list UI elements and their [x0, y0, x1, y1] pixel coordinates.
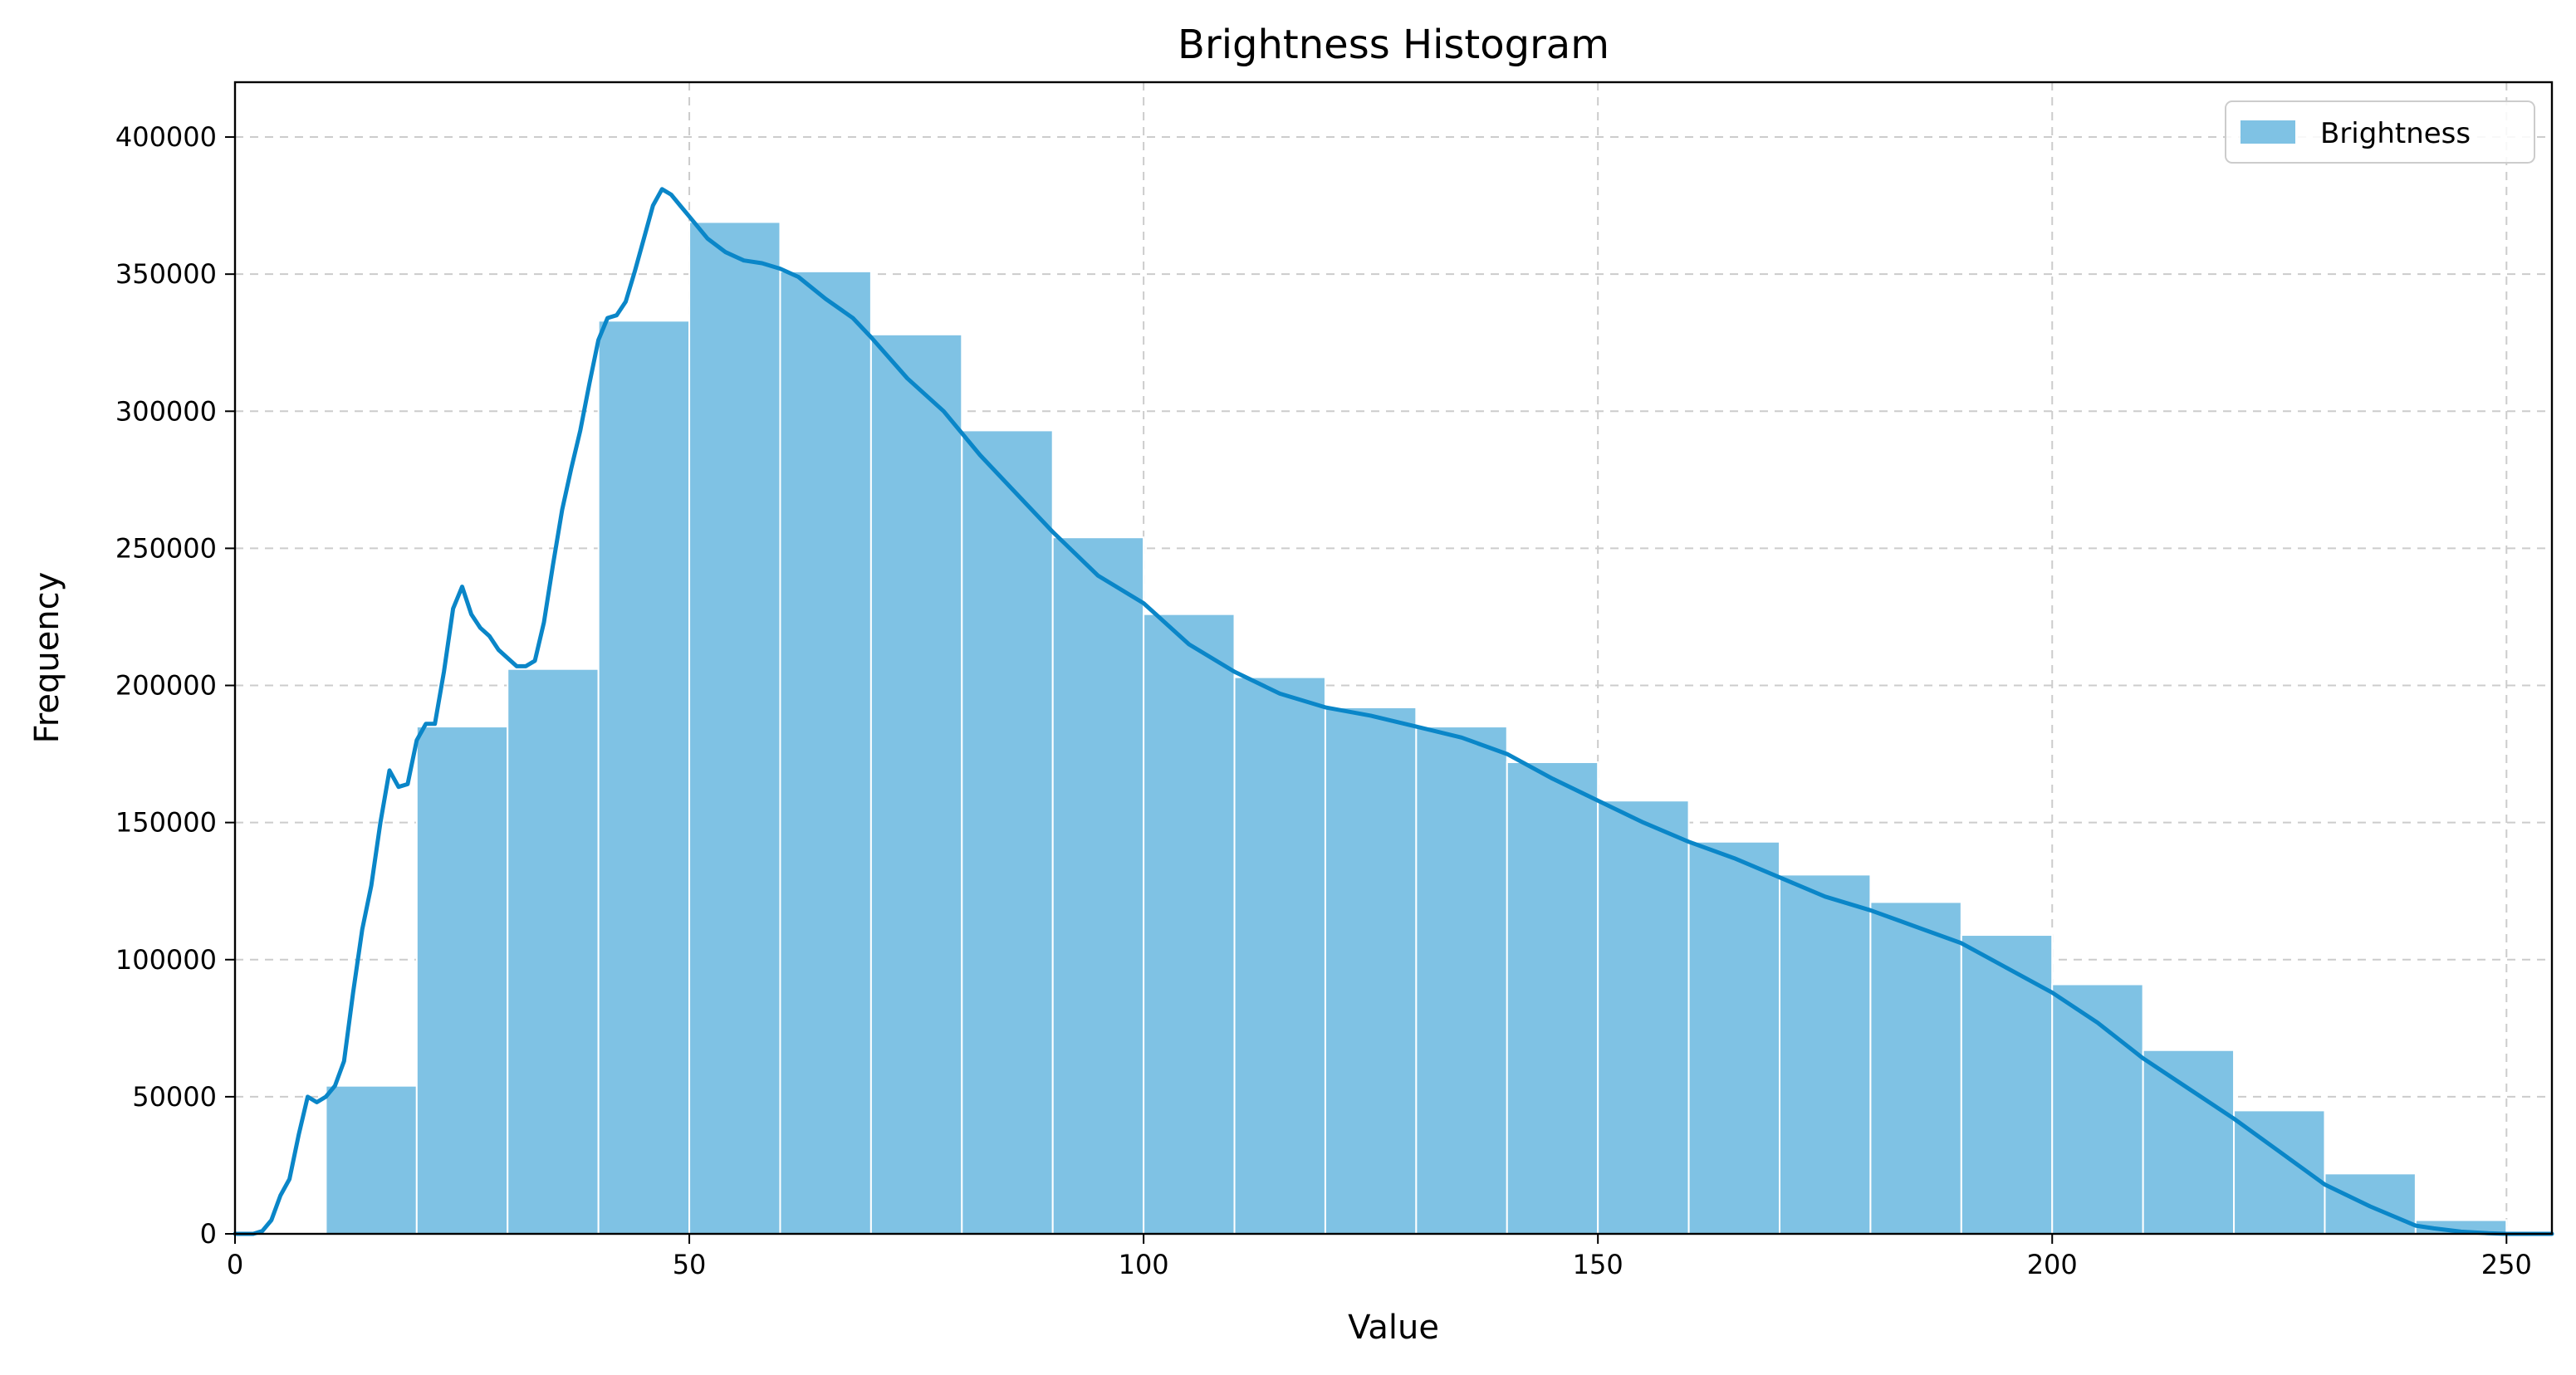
- plot-frame: [233, 81, 2554, 1236]
- histogram-bar: [2142, 1049, 2236, 1235]
- histogram-bar: [1143, 613, 1236, 1235]
- histogram-bar: [869, 333, 963, 1235]
- y-tick-label: 0: [200, 1218, 217, 1250]
- histogram-bar: [1779, 873, 1872, 1235]
- histogram-bar: [1687, 840, 1781, 1235]
- histogram-bar: [325, 1084, 418, 1235]
- kde-line: [233, 187, 2554, 1236]
- y-tick-label: 300000: [115, 395, 217, 427]
- legend-label-brightness: Brightness: [2320, 117, 2471, 150]
- histogram-bar: [2324, 1172, 2417, 1236]
- histogram-bar: [2051, 983, 2144, 1235]
- x-tick-label: 100: [1119, 1249, 1169, 1280]
- legend-box: [2225, 100, 2535, 164]
- y-axis-label: Frequency: [28, 572, 66, 744]
- histogram-bar: [1597, 800, 1690, 1235]
- histogram-bar: [688, 221, 781, 1236]
- y-tick-label: 150000: [115, 807, 217, 839]
- y-tick-label: 250000: [115, 532, 217, 564]
- x-tick-label: 150: [1573, 1249, 1623, 1280]
- x-tick-label: 200: [2027, 1249, 2078, 1280]
- histogram-bar: [415, 726, 509, 1235]
- y-tick-label: 350000: [115, 258, 217, 290]
- histogram-bar: [1051, 536, 1145, 1235]
- kde-layer: [233, 187, 2554, 1236]
- x-tick-label: 250: [2481, 1249, 2532, 1280]
- x-tick-label: 50: [673, 1249, 707, 1280]
- histogram-bar: [961, 429, 1054, 1235]
- histogram-bar: [1506, 761, 1599, 1235]
- y-tick-label: 50000: [132, 1081, 217, 1113]
- histogram-bar: [1960, 934, 2054, 1236]
- ticks-layer: 0 50 100 150 200 250 0 50000 100000 150000 200000 2…: [115, 121, 2532, 1280]
- legend-swatch-brightness: [2241, 120, 2295, 144]
- histogram-bar: [1415, 726, 1508, 1235]
- y-tick-label: 200000: [115, 670, 217, 702]
- bars-layer: [325, 221, 2508, 1236]
- histogram-bar: [1324, 706, 1418, 1235]
- histogram-bar: [1233, 676, 1326, 1235]
- y-tick-label: 400000: [115, 121, 217, 153]
- chart-title: Brightness Histogram: [1178, 22, 1609, 68]
- x-axis-label: Value: [1348, 1309, 1439, 1347]
- histogram-bar: [597, 320, 691, 1235]
- y-tick-label: 100000: [115, 944, 217, 976]
- histogram-bar: [779, 270, 872, 1236]
- histogram-bar: [1869, 901, 1962, 1235]
- legend: Brightness: [2225, 100, 2535, 164]
- x-tick-label: 0: [227, 1249, 243, 1280]
- histogram-bar: [507, 668, 600, 1235]
